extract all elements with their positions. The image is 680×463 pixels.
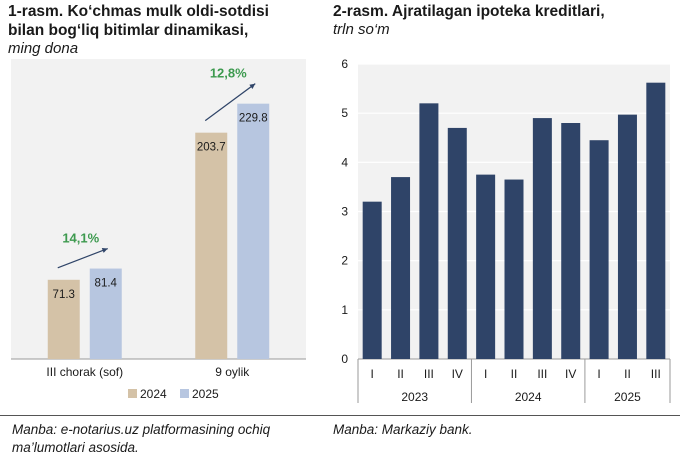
left-source-line1: Manba: e-notarius.uz platformasining och…	[12, 422, 271, 437]
growth-arrow-line-1	[204, 83, 256, 122]
bar-2024-0	[47, 279, 80, 359]
source-divider	[0, 415, 680, 416]
x-tick-label-4: I	[484, 367, 487, 381]
bar-0	[362, 201, 382, 359]
bar-1	[391, 177, 411, 359]
x-tick-label-7: IV	[565, 367, 576, 381]
right-chart-title: 2-rasm. Ajratilagan ipoteka kreditlari,	[333, 3, 605, 20]
x-tick-label-6: III	[537, 367, 547, 381]
bar-4	[476, 174, 496, 359]
x-tick-label-1: II	[397, 367, 404, 381]
bar-9	[617, 114, 637, 359]
y-tick-label-6: 6	[341, 57, 348, 71]
right-chart-subtitle: trln so‘m	[333, 21, 390, 38]
bar-2025-0	[89, 268, 122, 359]
category-label-1: 9 oylik	[215, 365, 250, 379]
group-label-2023: 2023	[401, 390, 428, 404]
y-tick-label-4: 4	[341, 155, 348, 169]
x-tick-label-10: III	[651, 367, 661, 381]
growth-arrow-head-1	[249, 83, 256, 89]
y-tick-label-1: 1	[341, 303, 348, 317]
legend-label-2025: 2025	[192, 387, 219, 401]
right-source: Manba: Markaziy bank.	[333, 422, 473, 437]
y-tick-label-3: 3	[341, 205, 348, 219]
data-label-2024-1: 203.7	[197, 142, 226, 154]
bar-6	[532, 118, 552, 359]
data-label-2025-0: 81.4	[95, 278, 118, 290]
y-tick-label-5: 5	[341, 106, 348, 120]
data-label-2025-1: 229.8	[239, 113, 268, 125]
y-tick-label-0: 0	[341, 352, 348, 366]
group-label-2025: 2025	[614, 390, 641, 404]
x-tick-label-3: IV	[452, 367, 463, 381]
bar-8	[589, 140, 609, 359]
data-label-2024-0: 71.3	[53, 289, 75, 301]
bar-7	[561, 123, 581, 359]
legend-swatch-2024	[128, 389, 137, 398]
bar-5	[504, 179, 524, 359]
left-source-line2: ma’lumotlari asosida.	[12, 440, 139, 455]
growth-arrow-head-0	[101, 248, 108, 253]
bar-10	[646, 82, 666, 359]
group-label-2024: 2024	[515, 390, 542, 404]
x-tick-label-5: II	[511, 367, 518, 381]
bar-2025-1	[237, 103, 270, 359]
category-label-0: III chorak (sof)	[46, 365, 123, 379]
growth-annotation-1: 12,8%	[210, 66, 247, 81]
bar-2024-1	[195, 132, 228, 359]
left-bar-chart: 71.3 81.4 III chorak (sof) 14,1% 203.7 229.8 9…	[11, 59, 306, 401]
x-tick-label-0: I	[371, 367, 374, 381]
bar-2	[419, 103, 439, 359]
left-chart-title-line1: 1-rasm. Ko‘chmas mulk oldi-sotdisi	[8, 3, 269, 20]
legend-label-2024: 2024	[140, 387, 167, 401]
y-tick-label-2: 2	[341, 254, 348, 268]
x-tick-label-9: II	[624, 367, 631, 381]
bar-3	[447, 127, 467, 360]
x-tick-label-2: III	[424, 367, 434, 381]
growth-annotation-0: 14,1%	[62, 231, 99, 246]
growth-arrow-line-0	[57, 247, 108, 269]
x-tick-label-8: I	[597, 367, 600, 381]
left-chart-subtitle: ming dona	[8, 40, 79, 57]
legend-swatch-2025	[180, 389, 189, 398]
left-chart-title-line2: bilan bog‘liq bitimlar dinamikasi,	[8, 22, 249, 39]
